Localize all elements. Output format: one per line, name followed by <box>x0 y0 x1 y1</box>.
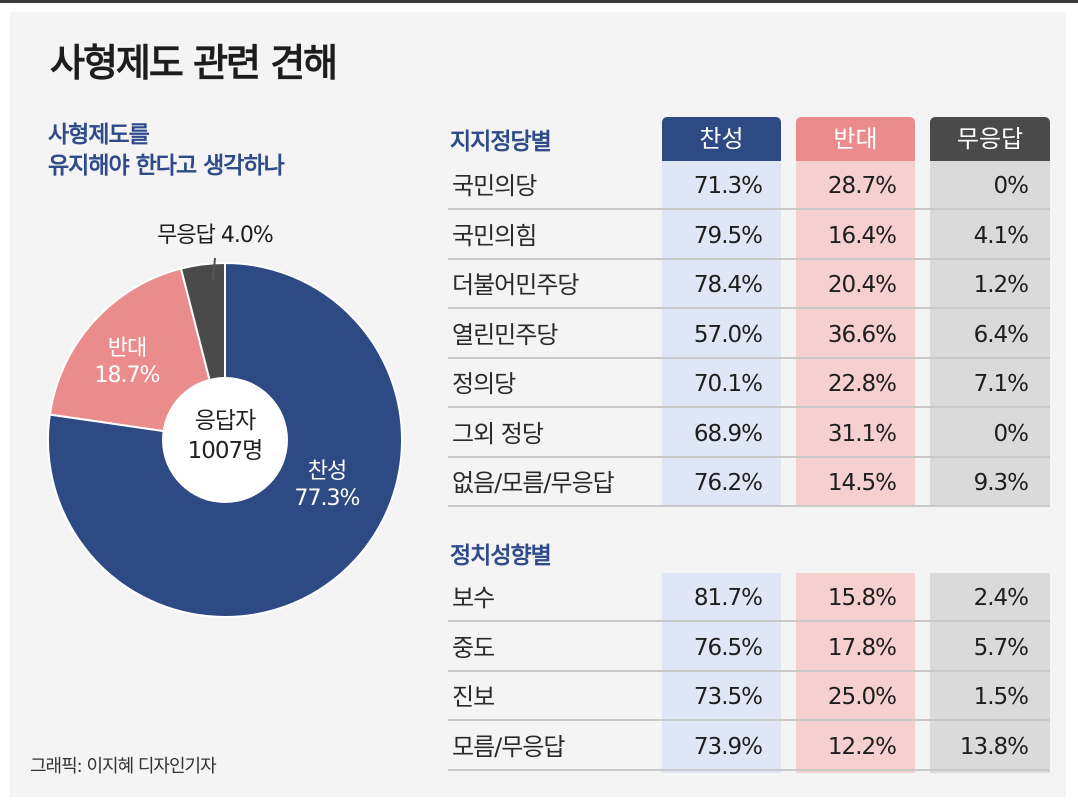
row-label: 더불어민주당 <box>452 271 579 299</box>
row-label: 중도 <box>452 633 495 662</box>
top-rule <box>0 0 1078 3</box>
row-divider <box>448 669 1050 672</box>
cell-no: 25.0% <box>827 684 897 710</box>
na-column-bg-2 <box>930 573 1050 773</box>
cell-yes: 81.7% <box>693 585 763 611</box>
cell-yes: 57.0% <box>693 321 763 348</box>
table-row: 그외 정당 68.9% 31.1% 0% <box>448 410 1050 458</box>
slice-label-yes-name: 찬성 <box>307 459 347 484</box>
row-label: 보수 <box>452 584 495 612</box>
row-divider <box>448 257 1050 260</box>
row-divider <box>448 719 1050 721</box>
slice-label-na: 무응답 4.0% <box>140 222 290 249</box>
cell-na: 1.2% <box>973 272 1029 298</box>
header-yes: 찬성 <box>662 117 781 161</box>
cell-na: 0% <box>993 420 1030 447</box>
row-divider <box>448 620 1050 622</box>
row-divider <box>448 768 1050 771</box>
cell-na: 13.8% <box>959 733 1029 760</box>
cell-no: 31.1% <box>827 420 897 447</box>
cell-na: 6.4% <box>973 321 1029 348</box>
row-divider <box>448 307 1050 309</box>
cell-no: 36.6% <box>827 321 897 348</box>
graphic-credit: 그래픽: 이지혜 디자인기자 <box>30 756 217 777</box>
row-label: 모름/무응답 <box>452 732 565 761</box>
center-label-respondents: 응답자 <box>194 408 256 434</box>
header-na: 무응답 <box>930 117 1050 161</box>
row-label: 그외 정당 <box>452 419 544 448</box>
section-title-party: 지지정당별 <box>450 129 552 155</box>
row-divider <box>448 505 1050 507</box>
center-label-count: 1007명 <box>187 438 264 464</box>
row-label: 없음/모름/무응답 <box>452 469 615 497</box>
cell-yes: 76.5% <box>693 634 763 661</box>
table-row: 국민의힘 79.5% 16.4% 4.1% <box>448 212 1050 260</box>
cell-no: 20.4% <box>827 272 897 298</box>
table-row: 모름/무응답 73.9% 12.2% 13.8% <box>448 723 1050 771</box>
no-column-bg-1 <box>796 161 915 506</box>
question-line-1: 사형제도를 <box>48 122 150 148</box>
slice-label-na-name: 무응답 <box>157 223 216 248</box>
table-row: 더불어민주당 78.4% 20.4% 1.2% <box>448 261 1050 309</box>
table-row: 보수 81.7% 15.8% 2.4% <box>448 574 1050 622</box>
yes-column-bg-2 <box>662 573 781 773</box>
cell-yes: 73.9% <box>693 733 763 760</box>
donut-hole <box>162 377 288 503</box>
cell-yes: 68.9% <box>693 420 763 447</box>
cell-yes: 79.5% <box>693 222 763 249</box>
cell-no: 16.4% <box>827 222 897 249</box>
na-leader-line <box>212 257 216 281</box>
row-label: 정의당 <box>452 370 516 398</box>
cell-na: 4.1% <box>973 222 1029 249</box>
no-column-bg-2 <box>796 573 915 773</box>
page-title: 사형제도 관련 견해 <box>50 41 338 85</box>
cell-na: 2.4% <box>973 585 1029 611</box>
slice-label-yes-value: 77.3% <box>294 486 361 511</box>
cell-na: 9.3% <box>973 470 1029 496</box>
table-row: 정의당 70.1% 22.8% 7.1% <box>448 360 1050 408</box>
cell-no: 12.2% <box>827 733 897 760</box>
cell-na: 1.5% <box>973 684 1029 710</box>
cell-yes: 76.2% <box>693 470 763 496</box>
cell-na: 5.7% <box>973 634 1029 661</box>
cell-na: 0% <box>993 173 1030 199</box>
table-row: 없음/모름/무응답 76.2% 14.5% 9.3% <box>448 459 1050 507</box>
yes-column-bg-1 <box>662 161 781 506</box>
cell-yes: 78.4% <box>693 272 763 298</box>
cell-yes: 71.3% <box>693 173 763 199</box>
header-no: 반대 <box>796 117 915 161</box>
cell-no: 15.8% <box>827 585 897 611</box>
slice-label-no: 반대 18.7% <box>82 335 172 389</box>
slice-label-no-value: 18.7% <box>94 363 161 388</box>
slice-label-no-name: 반대 <box>107 336 147 361</box>
cell-na: 7.1% <box>973 371 1029 397</box>
row-divider <box>448 208 1050 210</box>
row-label: 국민의힘 <box>452 221 537 250</box>
cell-no: 22.8% <box>827 371 897 397</box>
table-row: 진보 73.5% 25.0% 1.5% <box>448 673 1050 721</box>
table-row: 국민의당 71.3% 28.7% 0% <box>448 162 1050 210</box>
cell-no: 17.8% <box>827 634 897 661</box>
row-divider <box>448 455 1050 458</box>
row-label: 국민의당 <box>452 172 537 200</box>
row-divider <box>448 356 1050 359</box>
row-divider <box>448 406 1050 408</box>
row-label: 열린민주당 <box>452 320 558 349</box>
row-label: 진보 <box>452 683 495 711</box>
cell-no: 28.7% <box>827 173 897 199</box>
section-title-ideology: 정치성향별 <box>450 543 552 569</box>
na-column-bg-1 <box>930 161 1050 506</box>
slice-label-na-value: 4.0% <box>220 223 274 248</box>
cell-yes: 70.1% <box>693 371 763 397</box>
table-row: 중도 76.5% 17.8% 5.7% <box>448 624 1050 672</box>
donut-center-label: 응답자 1007명 <box>165 406 285 466</box>
question-line-2: 유지해야 한다고 생각하나 <box>48 153 285 179</box>
cell-no: 14.5% <box>827 470 897 496</box>
cell-yes: 73.5% <box>693 684 763 710</box>
survey-question: 사형제도를 유지해야 한다고 생각하나 <box>48 120 285 182</box>
slice-label-yes: 찬성 77.3% <box>282 458 372 512</box>
table-row: 열린민주당 57.0% 36.6% 6.4% <box>448 311 1050 359</box>
